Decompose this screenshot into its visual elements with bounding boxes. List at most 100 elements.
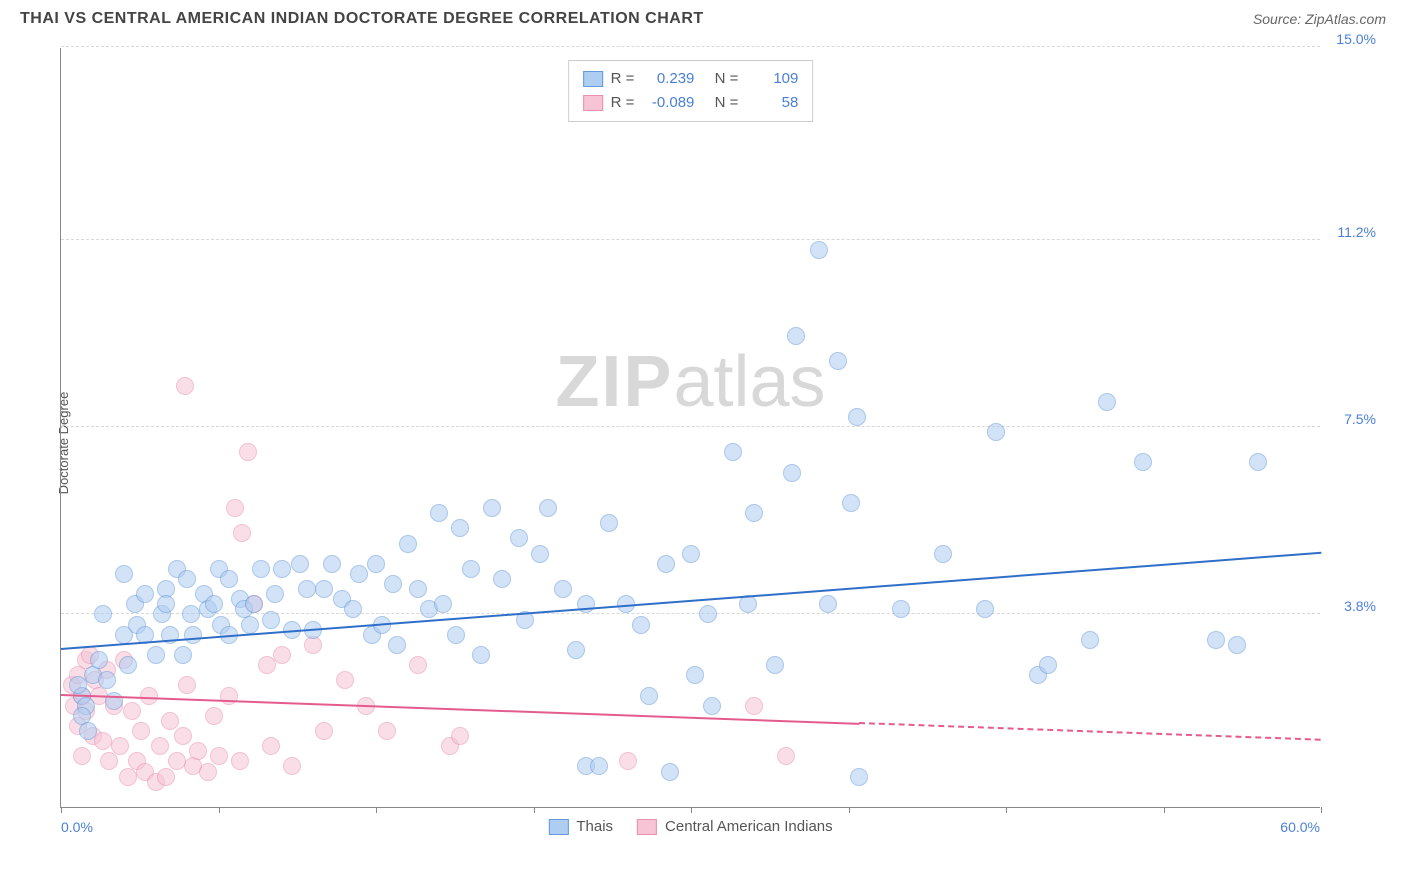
cai-n-value: 58 (746, 91, 798, 115)
thais-point (842, 494, 860, 512)
cai-point (239, 443, 257, 461)
cai-point (409, 656, 427, 674)
thais-point (105, 692, 123, 710)
thais-point (409, 580, 427, 598)
cai-point (73, 747, 91, 765)
chart-container: Doctorate Degree ZIPatlas R = 0.239 N = … (50, 48, 1330, 838)
cai-point (199, 763, 217, 781)
thais-point (787, 327, 805, 345)
cai-point (336, 671, 354, 689)
cai-point (151, 737, 169, 755)
thais-point (810, 241, 828, 259)
thais-point (384, 575, 402, 593)
legend-stats-box: R = 0.239 N = 109 R = -0.089 N = 58 (568, 60, 814, 122)
legend-stats-row-thais: R = 0.239 N = 109 (583, 67, 799, 91)
thais-point (182, 605, 200, 623)
x-tick (1006, 807, 1007, 813)
thais-point (632, 616, 650, 634)
x-tick (61, 807, 62, 813)
thais-point (554, 580, 572, 598)
thais-point (298, 580, 316, 598)
thais-point (934, 545, 952, 563)
x-tick (219, 807, 220, 813)
thais-point (220, 570, 238, 588)
thais-point (262, 611, 280, 629)
plot-area: ZIPatlas R = 0.239 N = 109 R = -0.089 N … (60, 48, 1320, 808)
thais-point (848, 408, 866, 426)
cai-point (315, 722, 333, 740)
thais-point (783, 464, 801, 482)
gridline (61, 46, 1320, 47)
thais-point (94, 605, 112, 623)
thais-r-value: 0.239 (642, 67, 694, 91)
cai-point (111, 737, 129, 755)
thais-point (184, 626, 202, 644)
cai-point (100, 752, 118, 770)
cai-point (210, 747, 228, 765)
thais-point (766, 656, 784, 674)
thais-point (472, 646, 490, 664)
thais-n-value: 109 (746, 67, 798, 91)
thais-point (136, 585, 154, 603)
y-tick-label: 3.8% (1344, 598, 1376, 614)
thais-point (1207, 631, 1225, 649)
thais-point (266, 585, 284, 603)
cai-point (231, 752, 249, 770)
y-tick-label: 15.0% (1336, 31, 1376, 47)
thais-point (241, 616, 259, 634)
thais-point (291, 555, 309, 573)
cai-point (262, 737, 280, 755)
x-tick (1164, 807, 1165, 813)
x-tick (534, 807, 535, 813)
cai-point (451, 727, 469, 745)
thais-point (90, 651, 108, 669)
cai-swatch (637, 819, 657, 835)
cai-point (378, 722, 396, 740)
cai-point (140, 687, 158, 705)
y-tick-label: 11.2% (1337, 224, 1376, 240)
y-tick-label: 7.5% (1344, 411, 1376, 427)
thais-point (315, 580, 333, 598)
thais-point (739, 595, 757, 613)
cai-point (189, 742, 207, 760)
thais-point (447, 626, 465, 644)
source-label: Source: ZipAtlas.com (1253, 11, 1386, 27)
thais-point (699, 605, 717, 623)
thais-point (434, 595, 452, 613)
thais-point (462, 560, 480, 578)
thais-point (115, 565, 133, 583)
thais-point (1039, 656, 1057, 674)
x-max-label: 60.0% (1280, 819, 1320, 835)
cai-point (273, 646, 291, 664)
r-label: R = (611, 67, 635, 91)
thais-point (850, 768, 868, 786)
thais-point (577, 595, 595, 613)
n-label: N = (715, 91, 739, 115)
bottom-legend: Thais Central American Indians (548, 818, 832, 835)
thais-point (344, 600, 362, 618)
thais-point (661, 763, 679, 781)
thais-point (539, 499, 557, 517)
thais-point (367, 555, 385, 573)
thais-point (388, 636, 406, 654)
thais-point (590, 757, 608, 775)
thais-point (1081, 631, 1099, 649)
cai-point (132, 722, 150, 740)
thais-point (273, 560, 291, 578)
thais-point (323, 555, 341, 573)
thais-point (1228, 636, 1246, 654)
thais-point (1134, 453, 1152, 471)
thais-point (600, 514, 618, 532)
thais-point (1249, 453, 1267, 471)
thais-point (892, 600, 910, 618)
thais-point (430, 504, 448, 522)
thais-point (483, 499, 501, 517)
thais-point (205, 595, 223, 613)
gridline (61, 426, 1320, 427)
x-min-label: 0.0% (61, 819, 93, 835)
thais-point (640, 687, 658, 705)
chart-title: THAI VS CENTRAL AMERICAN INDIAN DOCTORAT… (20, 10, 704, 28)
thais-point (79, 722, 97, 740)
cai-r-value: -0.089 (642, 91, 694, 115)
cai-point (174, 727, 192, 745)
